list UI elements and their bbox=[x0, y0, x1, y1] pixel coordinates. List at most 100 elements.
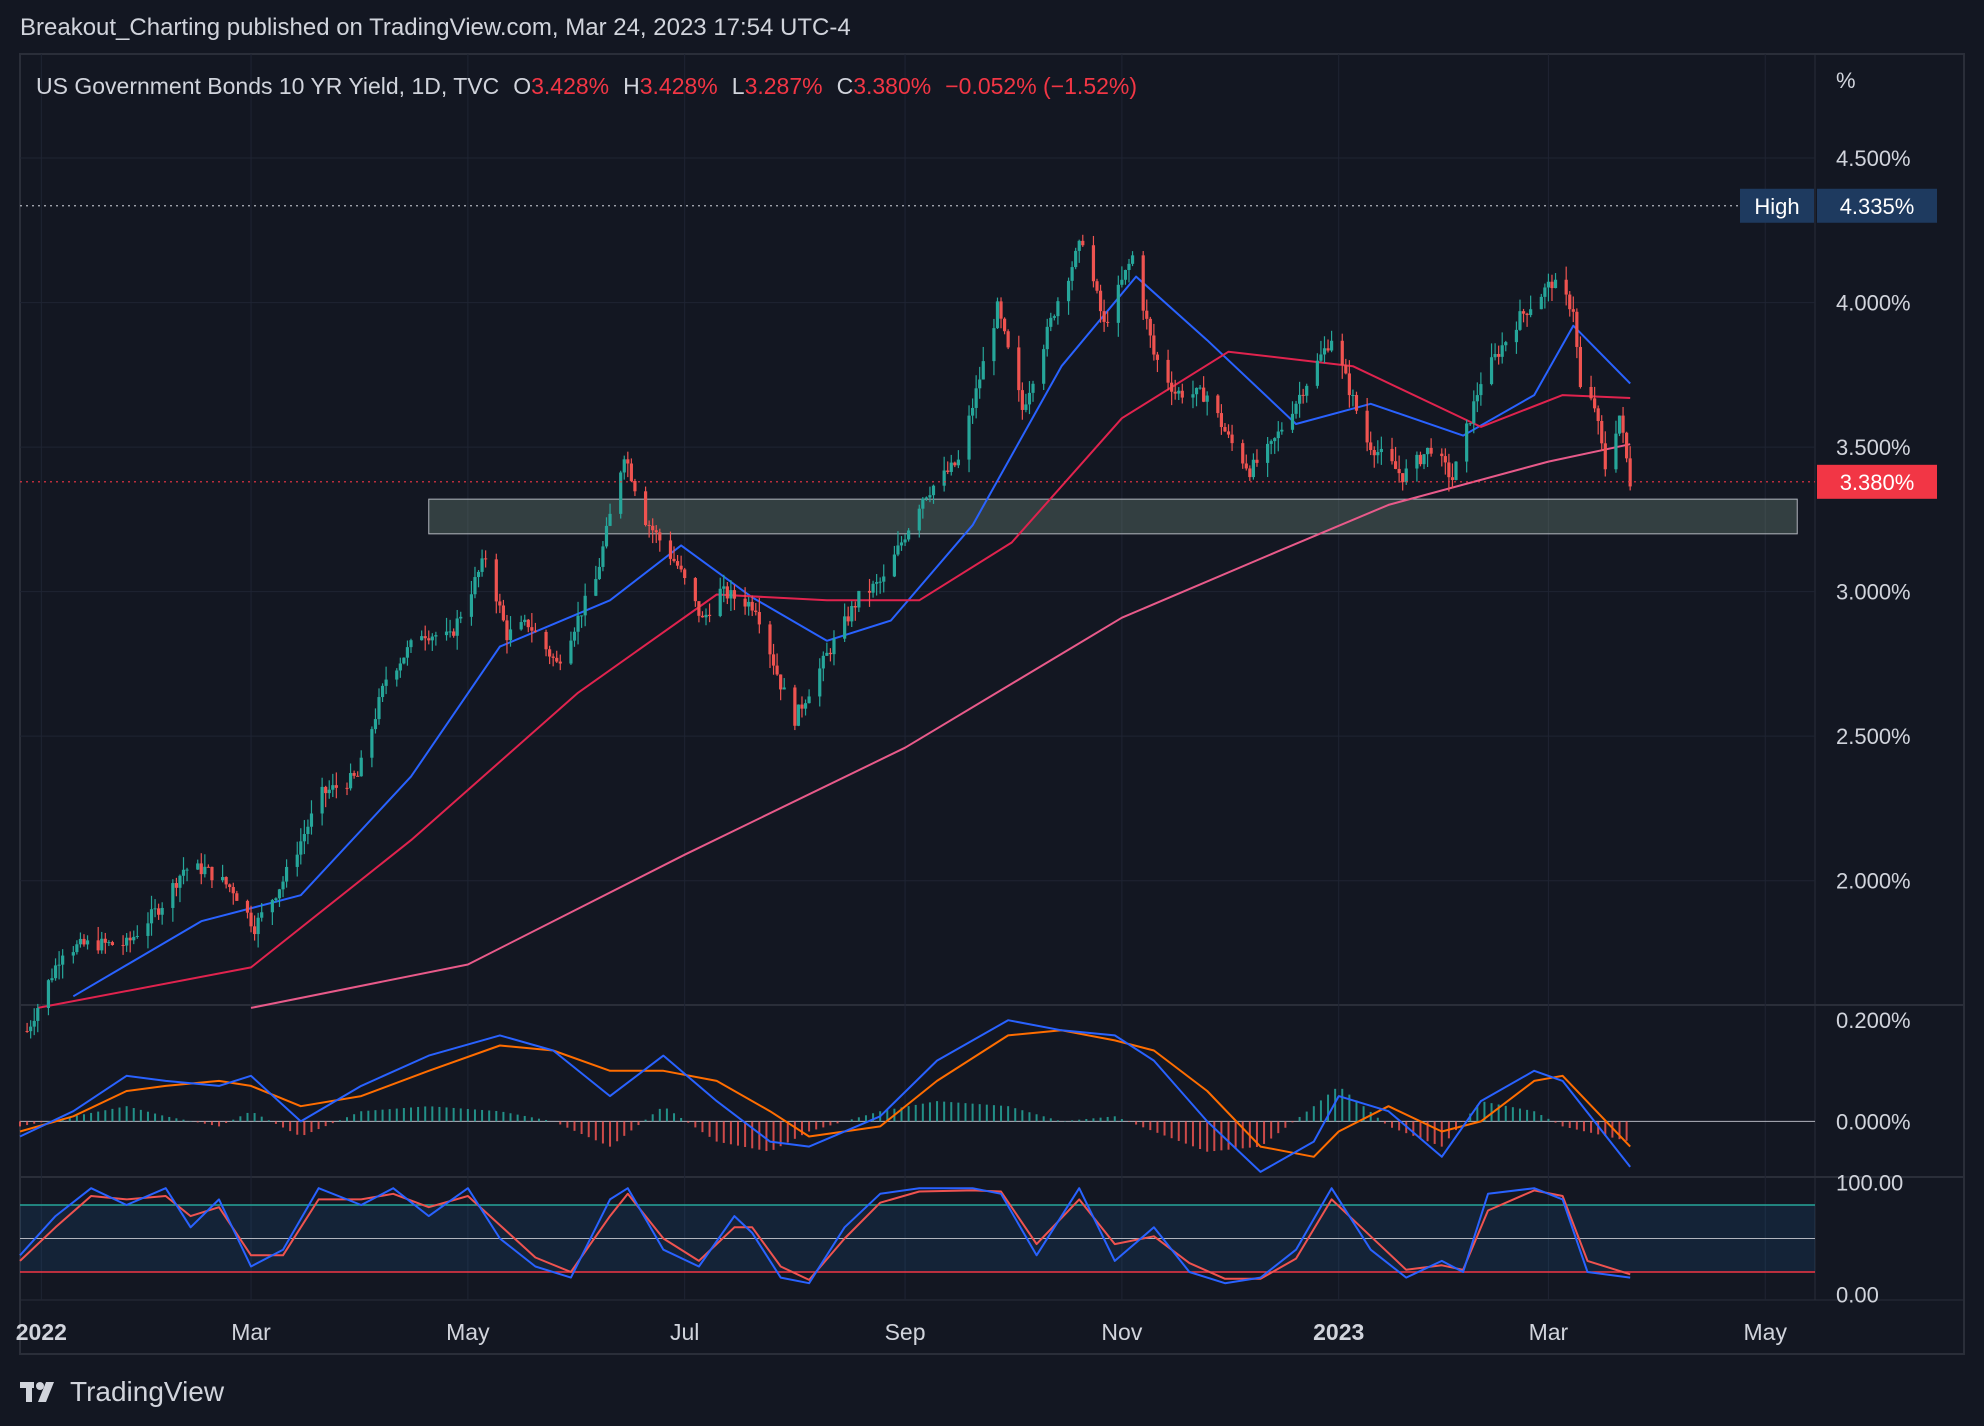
candle-body bbox=[843, 616, 847, 639]
stoch-k-line bbox=[19, 1187, 1631, 1285]
candle-body bbox=[1443, 456, 1447, 463]
candle-body bbox=[1280, 429, 1284, 432]
candle-body bbox=[1454, 461, 1458, 480]
candle-body bbox=[427, 638, 431, 641]
candle-body bbox=[395, 670, 399, 680]
candle-body bbox=[171, 883, 175, 908]
candle-body bbox=[1230, 434, 1234, 444]
candle-body bbox=[1578, 346, 1583, 387]
candle-body bbox=[1621, 415, 1625, 433]
candle-body bbox=[967, 415, 971, 460]
candle-body bbox=[32, 1020, 36, 1027]
candle-body bbox=[377, 697, 381, 720]
candle-body bbox=[498, 601, 502, 606]
candle-body bbox=[103, 938, 107, 943]
candle-body bbox=[100, 938, 104, 951]
tradingview-logo-icon bbox=[20, 1382, 54, 1402]
candle-body bbox=[1575, 311, 1579, 347]
candle-body bbox=[555, 657, 559, 662]
candle-body bbox=[1269, 441, 1273, 444]
candle-body bbox=[1543, 287, 1547, 297]
candle-body bbox=[1472, 401, 1476, 424]
candle-body bbox=[181, 869, 186, 876]
candle-body bbox=[221, 877, 225, 881]
candle-body bbox=[1170, 382, 1174, 392]
legend-change: −0.052% (−1.52%) bbox=[945, 73, 1137, 99]
candle-body bbox=[302, 834, 306, 842]
candle-body bbox=[1589, 386, 1593, 399]
candle-body bbox=[1305, 385, 1309, 396]
candle-body bbox=[1223, 427, 1227, 432]
candle-body bbox=[999, 301, 1003, 319]
legend-high-label: H bbox=[623, 73, 640, 99]
chart-canvas[interactable]: High 4.335% 3.380% 2022 Mar May Jul Sep Nov 2023… bbox=[0, 0, 1984, 1360]
candle-body bbox=[768, 624, 772, 655]
candle-body bbox=[85, 940, 90, 945]
x-tick-label: Mar bbox=[231, 1319, 271, 1345]
candle-body bbox=[270, 900, 274, 913]
candle-body bbox=[867, 590, 872, 593]
candle-body bbox=[533, 630, 537, 632]
tradingview-footer[interactable]: TradingView bbox=[20, 1376, 224, 1408]
candle-body bbox=[370, 729, 374, 758]
candle-body bbox=[949, 462, 953, 472]
candle-body bbox=[707, 614, 712, 616]
candle-body bbox=[160, 907, 164, 915]
candle-body bbox=[1173, 391, 1177, 394]
candle-body bbox=[1418, 454, 1423, 465]
candle-body bbox=[626, 459, 630, 464]
candle-body bbox=[1625, 432, 1629, 459]
candle-body bbox=[1276, 431, 1280, 439]
x-tick-label: Nov bbox=[1101, 1319, 1142, 1345]
candle-body bbox=[519, 622, 523, 630]
candle-body bbox=[1376, 452, 1380, 456]
candle-body bbox=[299, 841, 303, 855]
candle-body bbox=[295, 854, 299, 867]
candle-body bbox=[1628, 458, 1632, 487]
candle-body bbox=[1315, 360, 1319, 386]
candle-body bbox=[78, 938, 83, 945]
candle-body bbox=[654, 530, 658, 533]
y-tick-label: 3.500% bbox=[1836, 435, 1911, 460]
candle-body bbox=[508, 629, 513, 641]
candle-body bbox=[1354, 395, 1359, 411]
candle-body bbox=[125, 937, 129, 946]
candle-body bbox=[1091, 245, 1096, 282]
candle-body bbox=[974, 388, 978, 408]
candle-body bbox=[480, 558, 484, 572]
candle-body bbox=[821, 655, 825, 669]
y-tick-label: 3.000% bbox=[1836, 580, 1911, 605]
candle-body bbox=[946, 470, 950, 472]
candle-body bbox=[1322, 348, 1327, 355]
candle-body bbox=[928, 495, 932, 498]
candle-body bbox=[469, 594, 474, 617]
candle-body bbox=[36, 1008, 40, 1021]
legend-symbol: US Government Bonds 10 YR Yield, 1D, TVC bbox=[36, 73, 499, 99]
candle-body bbox=[1106, 321, 1110, 323]
macd-line bbox=[19, 1019, 1631, 1173]
high-label: High bbox=[1754, 194, 1799, 219]
candle-body bbox=[1422, 454, 1426, 465]
candle-body bbox=[1045, 326, 1049, 350]
candle-body bbox=[1024, 404, 1028, 410]
candle-body bbox=[228, 884, 232, 888]
candle-body bbox=[1141, 255, 1145, 311]
candle-body bbox=[1617, 415, 1622, 434]
candle-body bbox=[1489, 357, 1494, 385]
candle-body bbox=[1098, 290, 1103, 312]
candle-body bbox=[448, 631, 452, 633]
candle-body bbox=[203, 866, 207, 875]
candle-body bbox=[725, 586, 729, 599]
candle-body bbox=[284, 866, 289, 882]
candle-body bbox=[1475, 395, 1479, 402]
candle-body bbox=[1479, 384, 1483, 396]
x-tick-label: Jul bbox=[670, 1319, 699, 1345]
candle-body bbox=[356, 775, 360, 777]
candle-body bbox=[1593, 398, 1597, 409]
candle-body bbox=[1500, 345, 1504, 357]
candle-body bbox=[793, 687, 797, 726]
candle-body bbox=[459, 616, 463, 619]
macd-signal-line bbox=[19, 1029, 1631, 1158]
candle-body bbox=[953, 462, 957, 466]
candle-body bbox=[434, 635, 438, 637]
